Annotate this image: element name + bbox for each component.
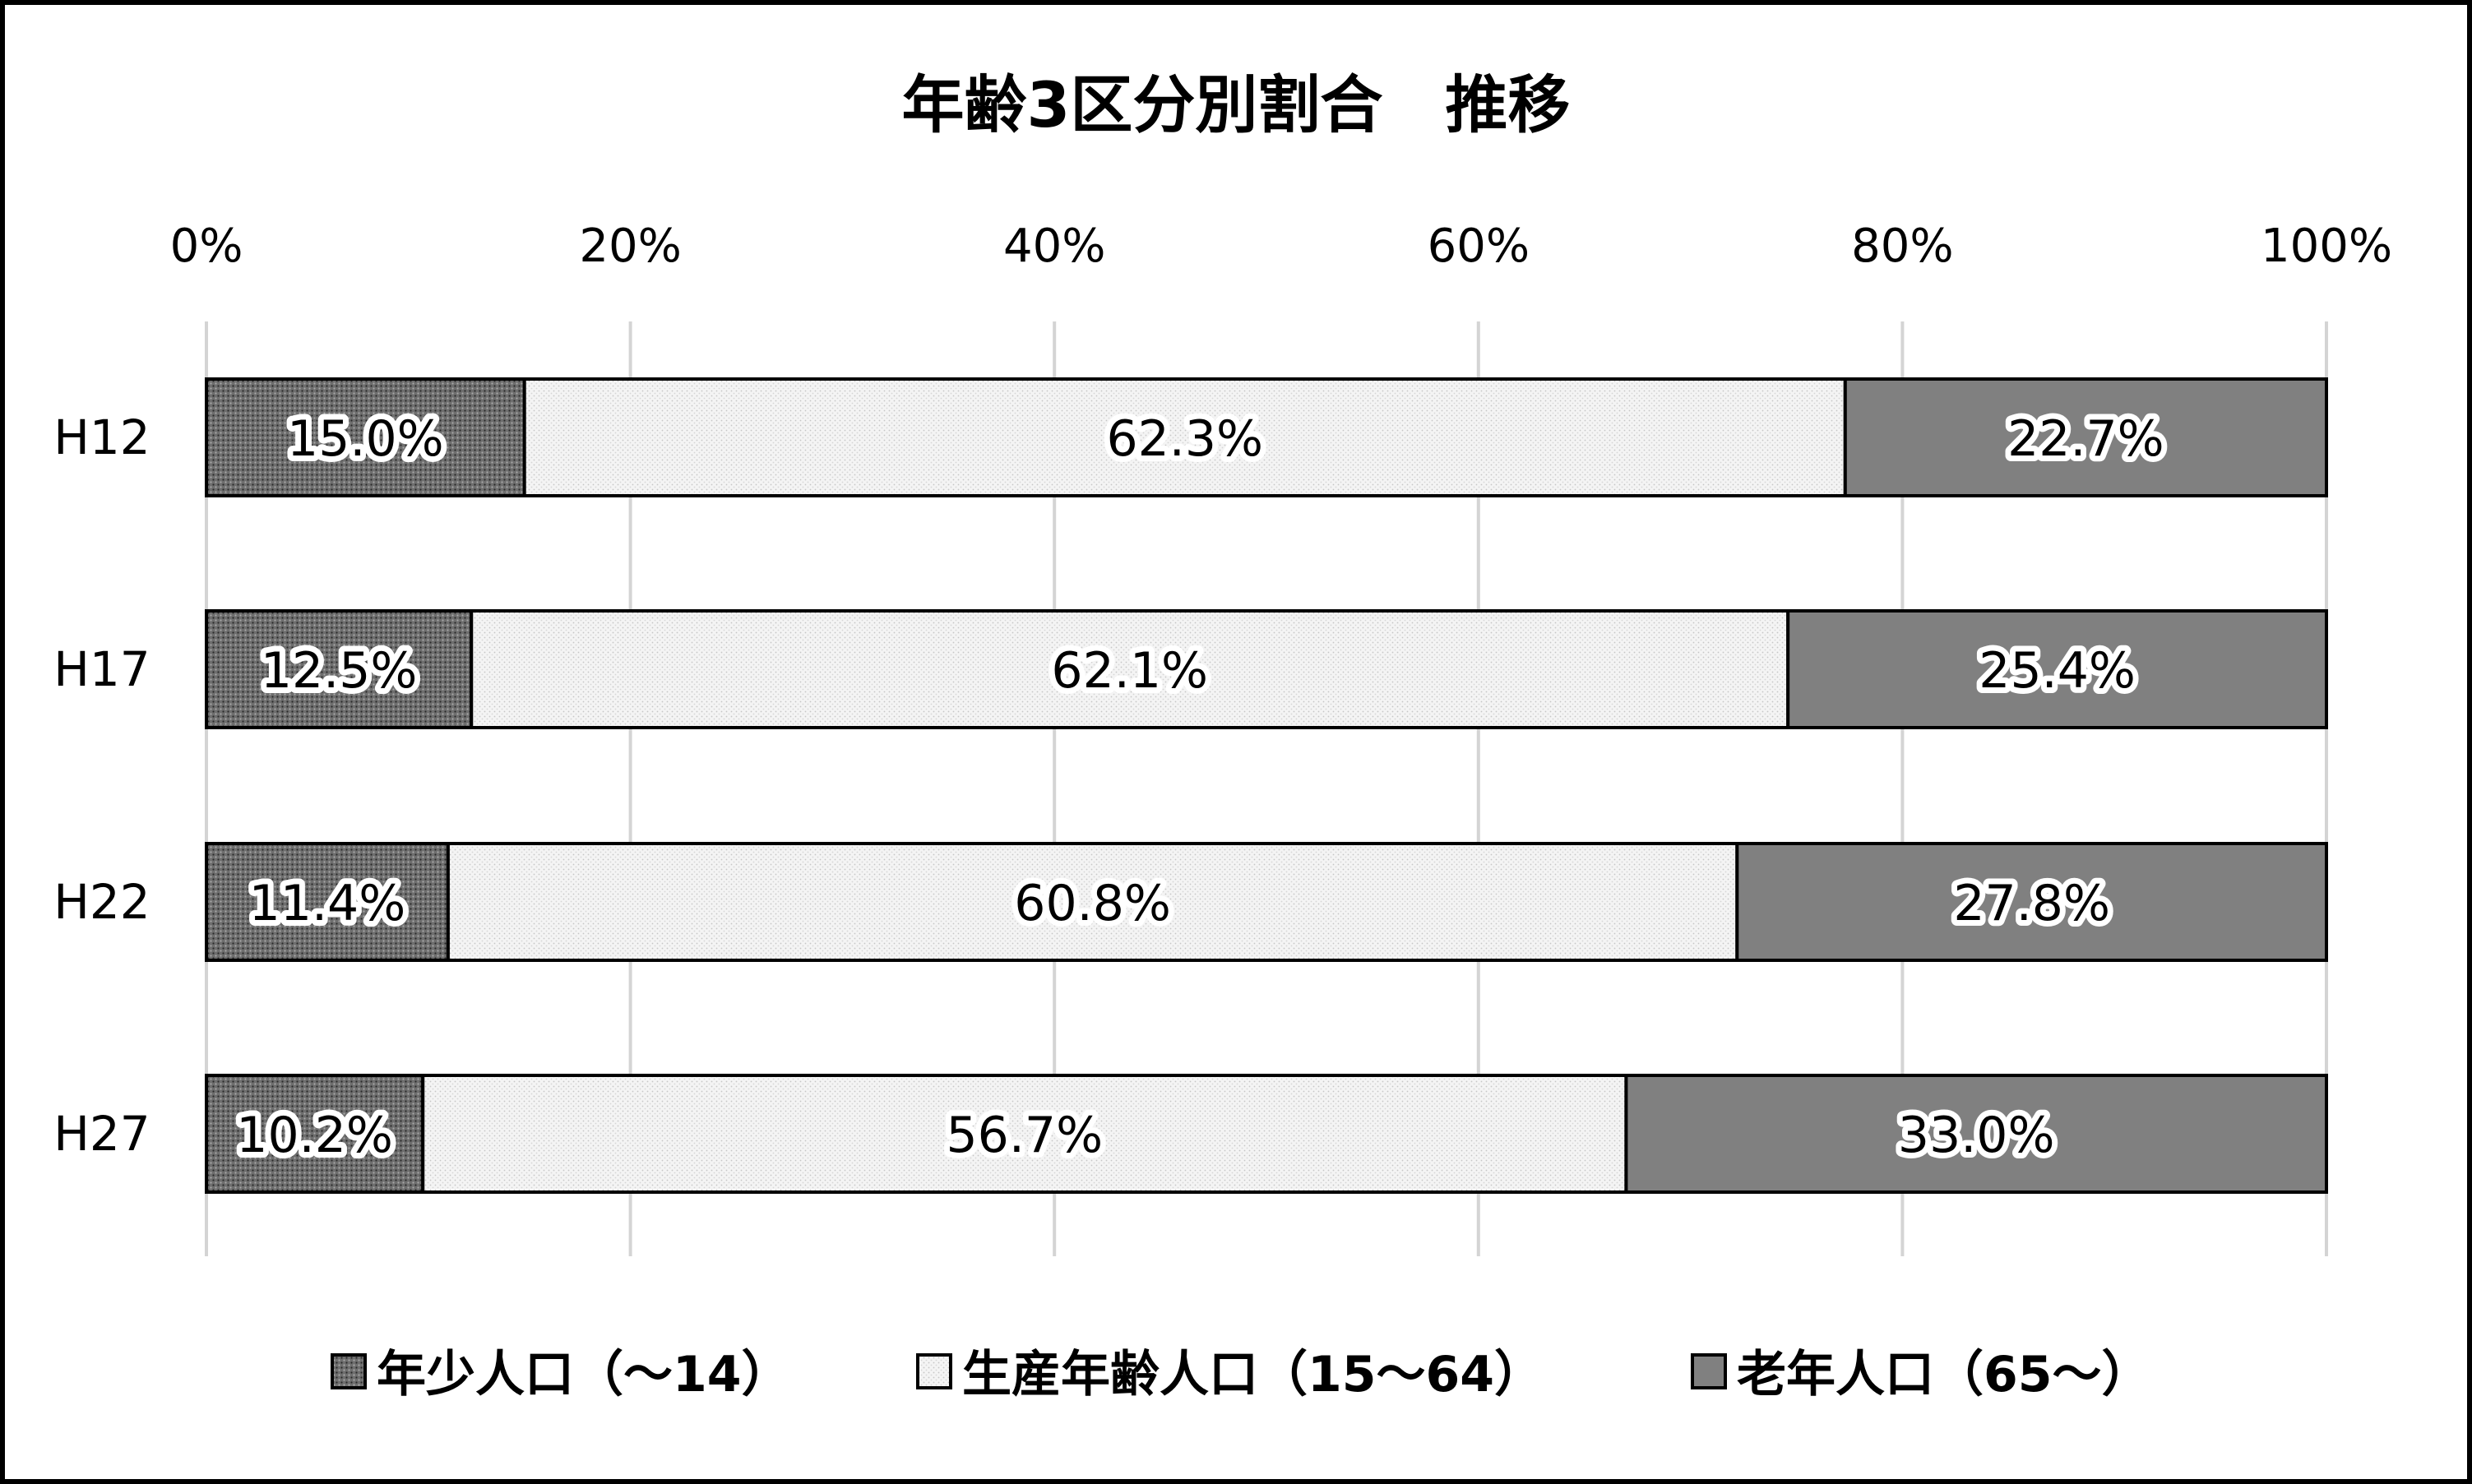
bar-H12-series-2 — [1843, 377, 2328, 497]
legend-label-1: 生産年齢人口（15～64） — [962, 1346, 1544, 1403]
data-label-H22-series-1: 60.8% — [1014, 875, 1171, 932]
data-label-H27-series-2: 33.0% — [1898, 1107, 2055, 1164]
bar-H17-series-0 — [205, 609, 474, 729]
x-tick-label-4: 80% — [1851, 220, 1953, 273]
bar-H17-series-2 — [1786, 609, 2328, 729]
legend-swatch-0 — [331, 1353, 367, 1389]
category-label-H27: H27 — [53, 1106, 150, 1162]
data-label-H12-series-2: 22.7% — [2007, 410, 2164, 468]
bar-H22-series-2 — [1735, 842, 2328, 962]
data-label-H27-series-0: 10.2% — [236, 1107, 393, 1164]
category-label-H22: H22 — [53, 874, 150, 930]
bar-H27-series-2 — [1624, 1074, 2329, 1194]
data-label-H22-series-0: 11.4% — [249, 875, 406, 932]
data-label-H27-series-1: 56.7% — [947, 1107, 1104, 1164]
bar-H22-series-1 — [446, 842, 1739, 962]
bar-H27-series-0 — [205, 1074, 425, 1194]
data-label-H12-series-1: 62.3% — [1106, 410, 1263, 468]
legend-swatch-2 — [1691, 1353, 1727, 1389]
data-label-H17-series-0: 12.5% — [261, 642, 418, 700]
bars: 15.0% 62.3% 22.7% 12.5% 62.1% 25.4% 11.4% 60.8%… — [205, 377, 2329, 1194]
legend-swatch-1 — [916, 1353, 952, 1389]
chart-title: 年齢3区分別割合 推移 — [902, 68, 1571, 141]
data-label-H17-series-1: 62.1% — [1051, 642, 1208, 700]
legend-label-2: 老年人口（65～） — [1737, 1346, 2151, 1403]
x-tick-label-0: 0% — [170, 220, 243, 273]
category-label-H17: H17 — [53, 641, 150, 697]
data-label-H22-series-2: 27.8% — [1953, 875, 2110, 932]
data-label-H12-series-0: 15.0% — [287, 410, 444, 468]
x-axis-ticks: 0% 20% 40% 60% 80% 100% — [170, 220, 2392, 273]
x-tick-label-2: 40% — [1003, 220, 1105, 273]
bar-H12-series-0 — [205, 377, 526, 497]
bar-H27-series-1 — [421, 1074, 1628, 1194]
data-label-H17-series-2: 25.4% — [1979, 642, 2136, 700]
y-axis-categories: H12 H17 H22 H27 — [53, 409, 150, 1162]
x-tick-label-1: 20% — [579, 220, 681, 273]
legend-label-0: 年少人口（～14） — [377, 1346, 791, 1403]
x-tick-label-5: 100% — [2261, 220, 2392, 273]
bar-H17-series-1 — [470, 609, 1790, 729]
bar-H22-series-0 — [205, 842, 450, 962]
category-label-H12: H12 — [53, 409, 150, 465]
x-tick-label-3: 60% — [1428, 220, 1530, 273]
legend: 年少人口（～14） 生産年齢人口（15～64） 老年人口（65～） — [331, 1346, 2151, 1403]
chart-canvas: 年齢3区分別割合 推移 0% 20% 40% 60% 80% 100% 15.0% 62.3… — [53, 68, 2392, 1403]
